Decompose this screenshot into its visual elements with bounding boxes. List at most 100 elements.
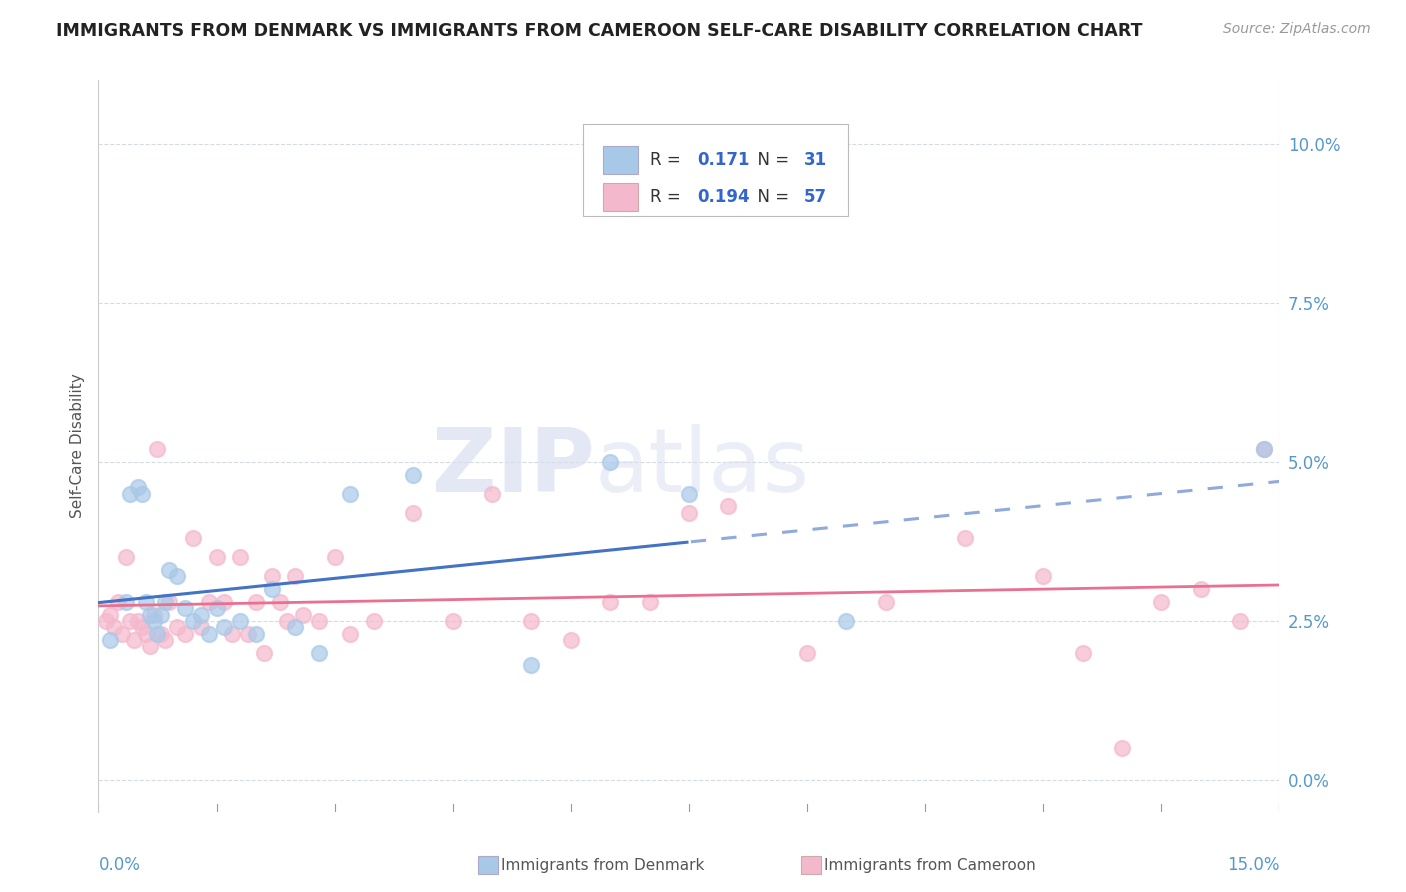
Point <box>1150 595 1173 609</box>
Point <box>107 595 129 609</box>
Text: Source: ZipAtlas.com: Source: ZipAtlas.com <box>1223 22 1371 37</box>
Point <box>875 595 897 609</box>
Point <box>560 632 582 647</box>
Point <box>1253 442 1275 457</box>
Point <box>339 626 361 640</box>
Point <box>292 607 315 622</box>
Point <box>135 626 157 640</box>
Point <box>115 595 138 609</box>
Point <box>599 455 621 469</box>
Point <box>174 626 197 640</box>
Point <box>308 614 330 628</box>
Point <box>1032 569 1054 583</box>
Point <box>197 595 219 609</box>
Point <box>260 582 283 596</box>
Text: N =: N = <box>747 188 794 206</box>
Point <box>717 500 740 514</box>
Point <box>221 626 243 640</box>
FancyBboxPatch shape <box>603 183 638 211</box>
Text: R =: R = <box>650 188 686 206</box>
Point <box>269 595 291 609</box>
Point <box>146 626 169 640</box>
Point <box>245 626 267 640</box>
Point <box>157 563 180 577</box>
Point <box>155 632 177 647</box>
Text: 0.171: 0.171 <box>697 151 749 169</box>
Text: N =: N = <box>747 151 794 169</box>
Point <box>276 614 298 628</box>
Point <box>181 531 204 545</box>
Point <box>402 506 425 520</box>
Point <box>599 595 621 609</box>
Text: 31: 31 <box>803 151 827 169</box>
Point <box>122 632 145 647</box>
Point <box>441 614 464 628</box>
Point <box>796 646 818 660</box>
Point <box>96 614 118 628</box>
Point <box>118 614 141 628</box>
Text: R =: R = <box>650 151 686 169</box>
Point <box>111 626 134 640</box>
Point <box>142 607 165 622</box>
Text: Immigrants from Denmark: Immigrants from Denmark <box>501 858 704 872</box>
Point <box>103 620 125 634</box>
Point <box>98 607 121 622</box>
Point <box>166 569 188 583</box>
Point <box>138 640 160 654</box>
Point <box>953 531 976 545</box>
Text: 0.194: 0.194 <box>697 188 749 206</box>
Point <box>363 614 385 628</box>
Text: 0.0%: 0.0% <box>98 855 141 873</box>
Text: atlas: atlas <box>595 425 810 511</box>
Text: 57: 57 <box>803 188 827 206</box>
Point <box>481 486 503 500</box>
Point <box>253 646 276 660</box>
FancyBboxPatch shape <box>603 146 638 174</box>
Point <box>284 569 307 583</box>
Point <box>214 620 236 634</box>
Point <box>115 550 138 565</box>
Point <box>150 626 173 640</box>
Point <box>190 607 212 622</box>
Point <box>323 550 346 565</box>
Point <box>142 614 165 628</box>
Point <box>638 595 661 609</box>
Point <box>205 550 228 565</box>
Text: Immigrants from Cameroon: Immigrants from Cameroon <box>824 858 1036 872</box>
Point <box>190 620 212 634</box>
Point <box>678 506 700 520</box>
Point <box>155 595 177 609</box>
Point <box>127 480 149 494</box>
Point <box>98 632 121 647</box>
Point <box>131 486 153 500</box>
Point <box>174 601 197 615</box>
Point <box>1071 646 1094 660</box>
Point <box>127 614 149 628</box>
Point <box>229 550 252 565</box>
Point <box>205 601 228 615</box>
Point <box>236 626 259 640</box>
Text: ZIP: ZIP <box>432 425 595 511</box>
Point <box>339 486 361 500</box>
Point <box>229 614 252 628</box>
Point <box>1111 741 1133 756</box>
Point <box>197 626 219 640</box>
FancyBboxPatch shape <box>582 124 848 216</box>
Point <box>157 595 180 609</box>
Y-axis label: Self-Care Disability: Self-Care Disability <box>69 374 84 518</box>
Text: IMMIGRANTS FROM DENMARK VS IMMIGRANTS FROM CAMEROON SELF-CARE DISABILITY CORRELA: IMMIGRANTS FROM DENMARK VS IMMIGRANTS FR… <box>56 22 1143 40</box>
Point <box>118 486 141 500</box>
Point <box>284 620 307 634</box>
Point <box>260 569 283 583</box>
Point <box>138 607 160 622</box>
Text: 15.0%: 15.0% <box>1227 855 1279 873</box>
Point <box>402 467 425 482</box>
Point <box>166 620 188 634</box>
Point <box>678 486 700 500</box>
Point <box>146 442 169 457</box>
Point <box>1253 442 1275 457</box>
Point <box>308 646 330 660</box>
Point <box>181 614 204 628</box>
Point <box>520 658 543 673</box>
Point <box>1229 614 1251 628</box>
